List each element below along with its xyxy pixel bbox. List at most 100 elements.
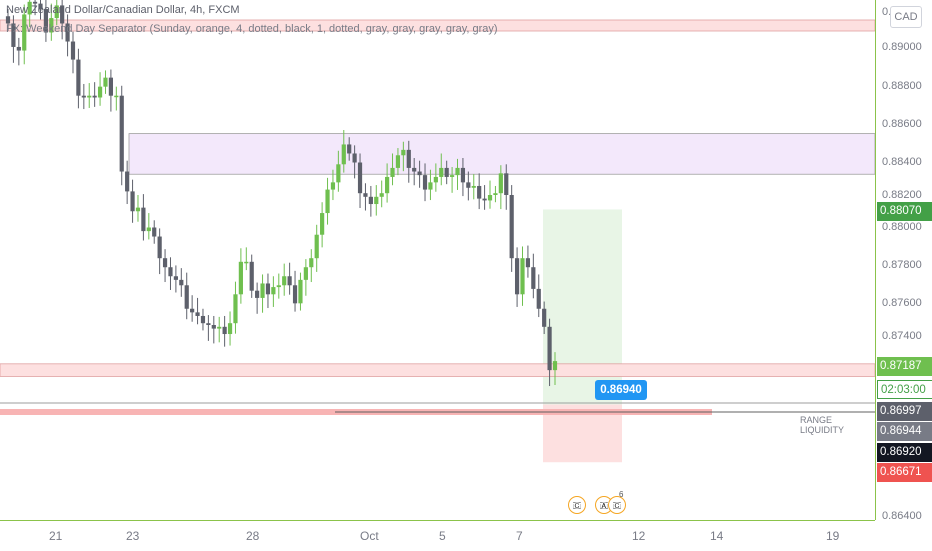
candle-body	[449, 175, 455, 177]
price-tick: 0.87600	[882, 297, 922, 309]
candle-body	[336, 164, 341, 183]
candle-body	[368, 196, 373, 205]
candle-body	[395, 155, 401, 168]
candle-body	[195, 312, 200, 316]
price-tick: 0.86400	[882, 510, 922, 522]
candle-body	[108, 77, 114, 96]
candle-body	[168, 267, 173, 277]
candle-body	[125, 171, 130, 192]
candle-body	[114, 95, 119, 98]
candle-body	[130, 191, 135, 212]
candle-body	[43, 9, 49, 33]
candle-body	[276, 285, 281, 288]
candle-body	[282, 276, 287, 286]
time-tick: 5	[439, 529, 446, 543]
candle-body	[487, 195, 493, 201]
candle-body	[184, 285, 189, 309]
canada-flag-icon-2[interactable]: 🇨	[608, 496, 626, 514]
candle-body	[379, 193, 384, 197]
candle-body	[320, 213, 325, 235]
resistance-zone	[128, 133, 875, 175]
time-tick: 7	[516, 529, 523, 543]
candle-body	[341, 144, 346, 165]
candle-body	[222, 326, 227, 335]
price-axis[interactable]: 0.892000.890000.888000.886000.884000.882…	[875, 0, 932, 522]
candle-body	[385, 176, 390, 194]
candle-body	[509, 195, 514, 259]
price-tick: 0.88000	[882, 221, 922, 233]
candle-body	[65, 23, 70, 42]
candle-body	[92, 95, 97, 98]
price-callout[interactable]: 0.86940	[595, 380, 647, 400]
candle-body	[119, 95, 124, 172]
candle-body	[211, 325, 216, 329]
candle-body	[81, 95, 86, 98]
time-tick: 28	[246, 529, 260, 543]
support-zone	[0, 363, 875, 377]
candle-body	[60, 5, 65, 24]
candle-body	[514, 258, 520, 295]
top-zone	[0, 19, 875, 32]
candle-body	[244, 261, 249, 264]
canada-flag-icon[interactable]: 🇨	[568, 496, 586, 514]
chart-canvas[interactable]	[0, 0, 875, 520]
candle-body	[135, 207, 141, 212]
candle-body	[417, 171, 422, 176]
candle-body	[227, 323, 233, 335]
candle-body	[157, 236, 162, 259]
candle-body	[179, 279, 184, 286]
candle-body	[314, 234, 319, 259]
candle-body	[11, 23, 16, 47]
candle-body	[428, 182, 433, 190]
candle-body	[520, 258, 525, 295]
candle-body	[70, 41, 76, 60]
time-axis[interactable]: 21 23 28 Oct 5 7 12 14 19	[0, 520, 875, 551]
currency-button[interactable]: CAD	[890, 6, 922, 28]
candle-body	[444, 167, 449, 177]
chart-area[interactable]: New Zealand Dollar/Canadian Dollar, 4h, …	[0, 0, 875, 520]
candle-body	[16, 46, 21, 51]
price-tick: 0.87400	[882, 330, 922, 342]
candle-body	[206, 323, 211, 325]
candle-body	[233, 294, 238, 324]
candle-body	[292, 285, 298, 304]
time-tick: 14	[710, 529, 724, 543]
candle-body	[265, 283, 271, 295]
candle-body	[173, 276, 178, 280]
candle-body	[471, 185, 476, 188]
time-tick: 12	[632, 529, 646, 543]
symbol-title[interactable]: New Zealand Dollar/Canadian Dollar, 4h, …	[6, 4, 240, 16]
candle-body	[482, 198, 487, 201]
price-label-86920: 0.86920	[877, 443, 932, 462]
indicator-legend[interactable]: FX: Weekend Day Separator (Sunday, orang…	[6, 23, 498, 35]
zone-price-label: 0.87187	[877, 357, 932, 376]
candle-body	[374, 196, 379, 205]
candle-body	[466, 182, 471, 188]
candle-body	[49, 18, 54, 33]
candle-body	[547, 326, 552, 371]
candle-body	[363, 193, 368, 197]
candle-body	[531, 267, 536, 289]
candle-body	[536, 288, 541, 309]
candle-body	[330, 182, 336, 190]
price-tick: 0.88600	[882, 118, 922, 130]
candle-body	[412, 167, 417, 172]
candle-body	[352, 153, 357, 163]
price-tick: 0.88400	[882, 156, 922, 168]
candle-body	[255, 290, 260, 298]
candle-body	[152, 227, 157, 237]
candle-body	[260, 283, 265, 298]
candle-body	[54, 5, 59, 19]
candle-body	[22, 14, 27, 51]
candle-body	[249, 261, 254, 291]
candle-body	[325, 189, 330, 214]
candle-body	[76, 59, 81, 96]
price-tick: 0.89000	[882, 41, 922, 53]
candle-body	[401, 149, 406, 156]
candle-body	[271, 287, 276, 295]
candle-body	[406, 149, 411, 168]
range-liquidity-label: RANGE LIQUIDITY	[800, 415, 845, 435]
candle-body	[97, 86, 103, 98]
candle-body	[217, 326, 222, 329]
candle-body	[32, 1, 38, 4]
